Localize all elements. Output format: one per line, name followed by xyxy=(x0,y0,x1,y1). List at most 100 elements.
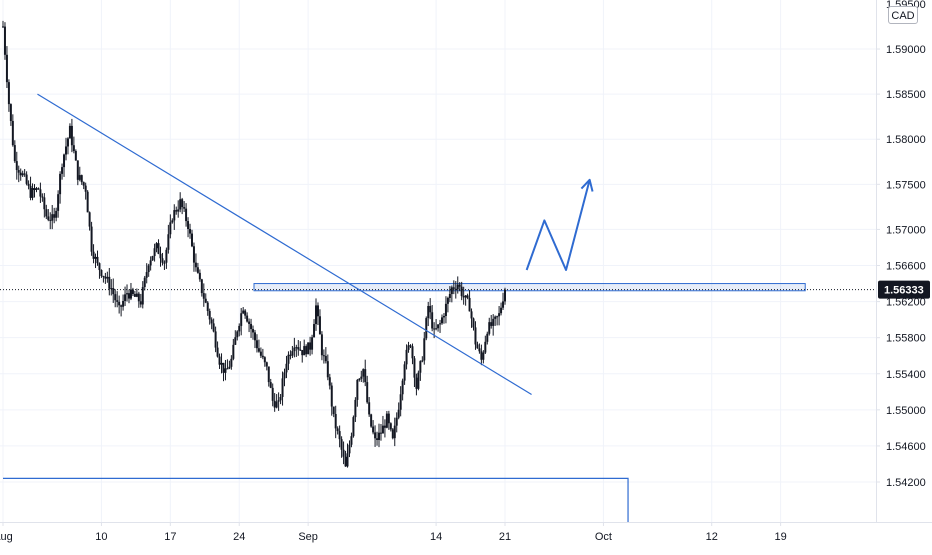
candle-body xyxy=(175,210,178,212)
projection-path xyxy=(525,179,591,272)
candle-body xyxy=(348,444,351,454)
candle-body xyxy=(190,233,193,247)
price-axis[interactable]: 1.59500 1.59000 1.58500 1.58000 1.57500 1.570… xyxy=(876,0,932,550)
candle-body xyxy=(106,276,109,279)
candle-body xyxy=(108,276,111,289)
current-price-label-bg xyxy=(878,280,930,299)
candle-body xyxy=(346,453,349,467)
candle-body xyxy=(405,349,408,365)
candle-body xyxy=(39,189,42,197)
candle-body xyxy=(444,303,447,317)
candle-body xyxy=(263,357,266,363)
price-tick-label: 1.58000 xyxy=(886,134,926,146)
candle-body xyxy=(423,338,426,361)
candle-body xyxy=(198,272,201,280)
candle-body xyxy=(222,362,225,373)
candle-body xyxy=(293,347,296,352)
candle-body xyxy=(307,342,310,355)
price-tick-label: 1.55400 xyxy=(886,369,926,381)
candle-body xyxy=(110,288,113,290)
candle-body xyxy=(157,243,160,254)
candle-body xyxy=(271,387,274,401)
candle-body xyxy=(431,312,434,329)
candle-body xyxy=(183,207,186,209)
candle-body xyxy=(358,378,361,380)
candle-body xyxy=(281,378,284,397)
candle-body xyxy=(381,425,384,434)
candle-body xyxy=(413,358,416,378)
candle-body xyxy=(372,426,375,433)
candle-body xyxy=(196,267,199,273)
candle-body xyxy=(92,251,95,259)
candle-body xyxy=(240,313,243,326)
candle-body xyxy=(242,310,245,314)
resistance-zone xyxy=(253,283,806,292)
current-price-label: 1.56333 xyxy=(884,285,924,297)
candle-body xyxy=(435,328,438,330)
currency-badge[interactable]: CAD xyxy=(888,6,918,24)
candle-body xyxy=(5,54,8,83)
candle-body xyxy=(482,352,485,360)
candle-body xyxy=(189,228,192,234)
candle-body xyxy=(236,331,239,338)
candle-body xyxy=(399,394,402,410)
candle-body xyxy=(395,417,398,426)
candle-body xyxy=(61,167,64,174)
candle-body xyxy=(255,340,258,349)
candle-body xyxy=(74,151,77,161)
candle-body xyxy=(194,262,197,268)
candle-body xyxy=(252,329,255,333)
candle-body xyxy=(427,305,430,319)
candle-body xyxy=(441,317,444,324)
time-axis[interactable]: Aug 10 17 24 Sep 14 21 Oct 12 19 xyxy=(0,522,932,550)
candle-body xyxy=(370,414,373,427)
candle-body xyxy=(389,423,392,430)
candle-body xyxy=(287,354,290,364)
candle-body xyxy=(220,362,223,365)
price-tick-label: 1.58500 xyxy=(886,89,926,101)
candle-body xyxy=(250,323,253,330)
candle-body xyxy=(210,319,213,324)
candle-body xyxy=(167,234,170,250)
candle-body xyxy=(114,294,117,301)
candle-body xyxy=(187,221,190,229)
candle-body xyxy=(218,356,221,365)
candle-body xyxy=(163,262,166,264)
candle-body xyxy=(334,413,337,429)
candle-body xyxy=(244,310,247,316)
candle-body xyxy=(94,256,97,259)
candle-body xyxy=(496,316,499,318)
candle-body xyxy=(19,172,22,176)
candle-body xyxy=(316,305,319,317)
candle-body xyxy=(76,160,79,180)
candle-body xyxy=(165,249,168,263)
candle-body xyxy=(279,396,282,401)
candle-body xyxy=(350,436,353,445)
candle-body xyxy=(452,287,455,289)
price-tick-label: 1.59000 xyxy=(886,44,926,56)
candle-body xyxy=(238,325,241,332)
candle-body xyxy=(139,301,142,305)
candle-body xyxy=(446,298,449,304)
grid xyxy=(0,0,876,522)
candle-body xyxy=(318,316,321,335)
time-tick-label: 17 xyxy=(164,531,176,543)
candle-body xyxy=(49,219,52,221)
candle-body xyxy=(202,293,205,299)
candle-body xyxy=(181,199,184,208)
price-tick-label: 1.55800 xyxy=(886,333,926,345)
candle-body xyxy=(311,337,314,350)
candle-body xyxy=(368,402,371,415)
candle-body xyxy=(98,263,101,271)
candle-body xyxy=(51,214,54,221)
candle-body xyxy=(135,293,138,297)
drawings-front[interactable] xyxy=(0,93,876,396)
candle-body xyxy=(257,348,260,352)
candle-body xyxy=(126,293,129,295)
candle-body xyxy=(299,349,302,351)
candle-body xyxy=(324,355,327,362)
candle-body xyxy=(9,104,12,121)
candle-body xyxy=(393,425,396,439)
